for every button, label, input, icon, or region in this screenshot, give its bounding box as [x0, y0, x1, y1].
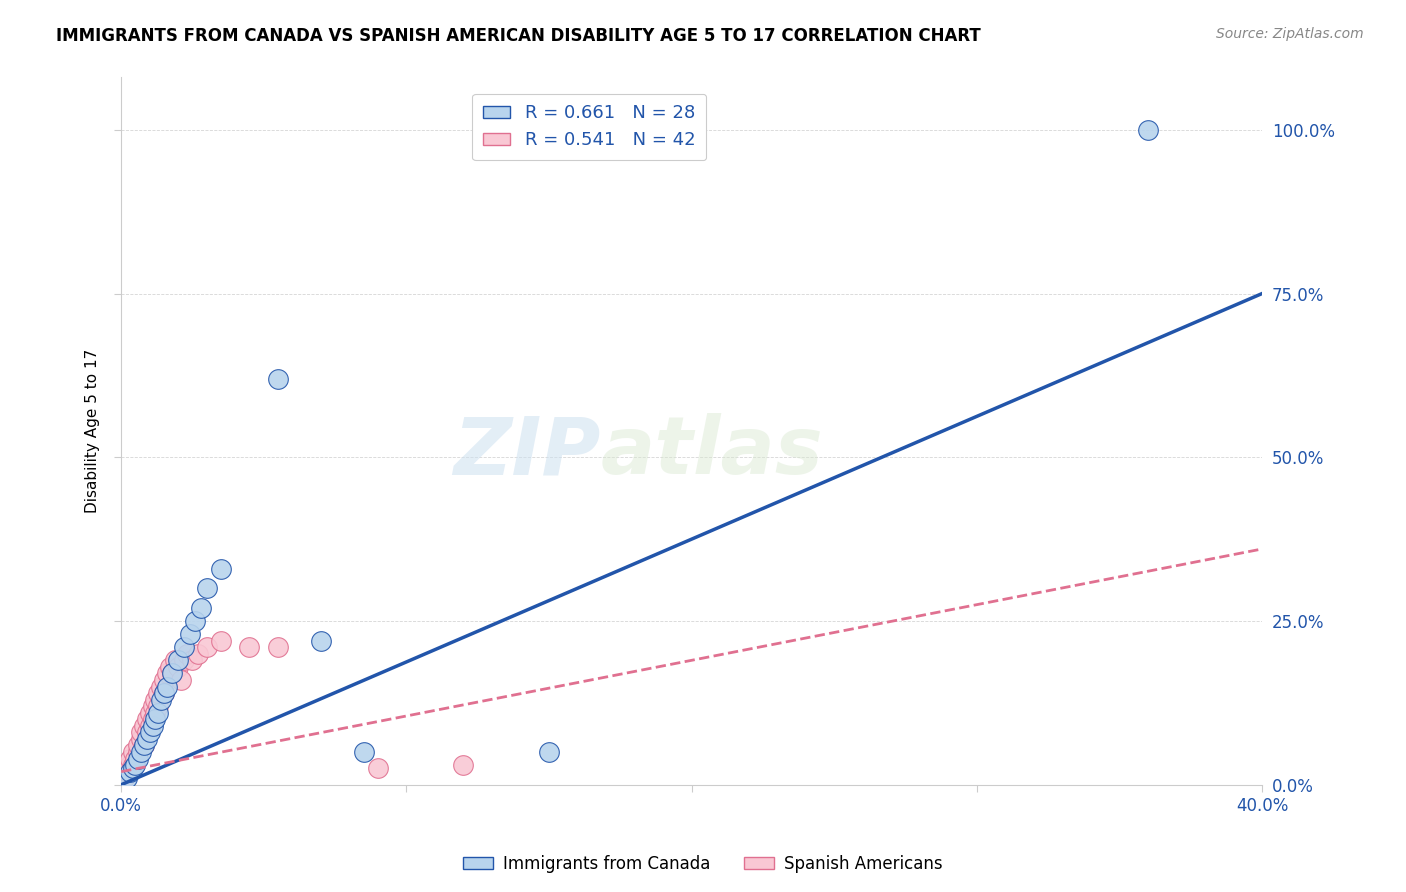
Point	[267, 640, 290, 655]
Point	[162, 666, 184, 681]
Point	[153, 686, 176, 700]
Point	[148, 699, 170, 714]
Text: IMMIGRANTS FROM CANADA VS SPANISH AMERICAN DISABILITY AGE 5 TO 17 CORRELATION CH: IMMIGRANTS FROM CANADA VS SPANISH AMERIC…	[56, 27, 981, 45]
Point	[153, 686, 176, 700]
Point	[127, 751, 149, 765]
Point	[148, 706, 170, 720]
Point	[367, 761, 389, 775]
Point	[135, 712, 157, 726]
Point	[143, 692, 166, 706]
Point	[1136, 123, 1159, 137]
Point	[143, 712, 166, 726]
Point	[179, 627, 201, 641]
Point	[150, 692, 173, 706]
Point	[115, 764, 138, 779]
Point	[135, 731, 157, 746]
Point	[129, 725, 152, 739]
Point	[176, 647, 198, 661]
Point	[141, 719, 163, 733]
Point	[309, 633, 332, 648]
Point	[209, 561, 232, 575]
Text: atlas: atlas	[600, 413, 823, 491]
Text: Source: ZipAtlas.com: Source: ZipAtlas.com	[1216, 27, 1364, 41]
Point	[121, 761, 143, 775]
Point	[238, 640, 260, 655]
Point	[167, 660, 190, 674]
Point	[167, 653, 190, 667]
Point	[118, 764, 141, 779]
Point	[165, 653, 187, 667]
Point	[156, 680, 179, 694]
Point	[153, 673, 176, 687]
Point	[159, 660, 181, 674]
Point	[121, 758, 143, 772]
Point	[127, 739, 149, 753]
Point	[195, 640, 218, 655]
Legend: Immigrants from Canada, Spanish Americans: Immigrants from Canada, Spanish American…	[457, 848, 949, 880]
Point	[138, 725, 160, 739]
Point	[187, 647, 209, 661]
Point	[190, 601, 212, 615]
Point	[181, 653, 204, 667]
Point	[170, 673, 193, 687]
Point	[124, 751, 146, 765]
Point	[453, 758, 475, 772]
Point	[138, 719, 160, 733]
Text: ZIP: ZIP	[453, 413, 600, 491]
Point	[124, 758, 146, 772]
Point	[127, 745, 149, 759]
Point	[118, 758, 141, 772]
Point	[173, 640, 195, 655]
Point	[115, 771, 138, 785]
Point	[162, 666, 184, 681]
Point	[150, 680, 173, 694]
Point	[132, 739, 155, 753]
Point	[129, 731, 152, 746]
Point	[148, 686, 170, 700]
Point	[537, 745, 560, 759]
Point	[184, 614, 207, 628]
Point	[132, 739, 155, 753]
Point	[141, 699, 163, 714]
Point	[209, 633, 232, 648]
Point	[141, 712, 163, 726]
Y-axis label: Disability Age 5 to 17: Disability Age 5 to 17	[86, 349, 100, 513]
Point	[118, 751, 141, 765]
Point	[156, 666, 179, 681]
Point	[143, 706, 166, 720]
Point	[353, 745, 375, 759]
Point	[132, 719, 155, 733]
Point	[195, 582, 218, 596]
Point	[173, 653, 195, 667]
Legend: R = 0.661   N = 28, R = 0.541   N = 42: R = 0.661 N = 28, R = 0.541 N = 42	[472, 94, 706, 161]
Point	[112, 771, 135, 785]
Point	[135, 725, 157, 739]
Point	[138, 706, 160, 720]
Point	[129, 745, 152, 759]
Point	[267, 372, 290, 386]
Point	[121, 745, 143, 759]
